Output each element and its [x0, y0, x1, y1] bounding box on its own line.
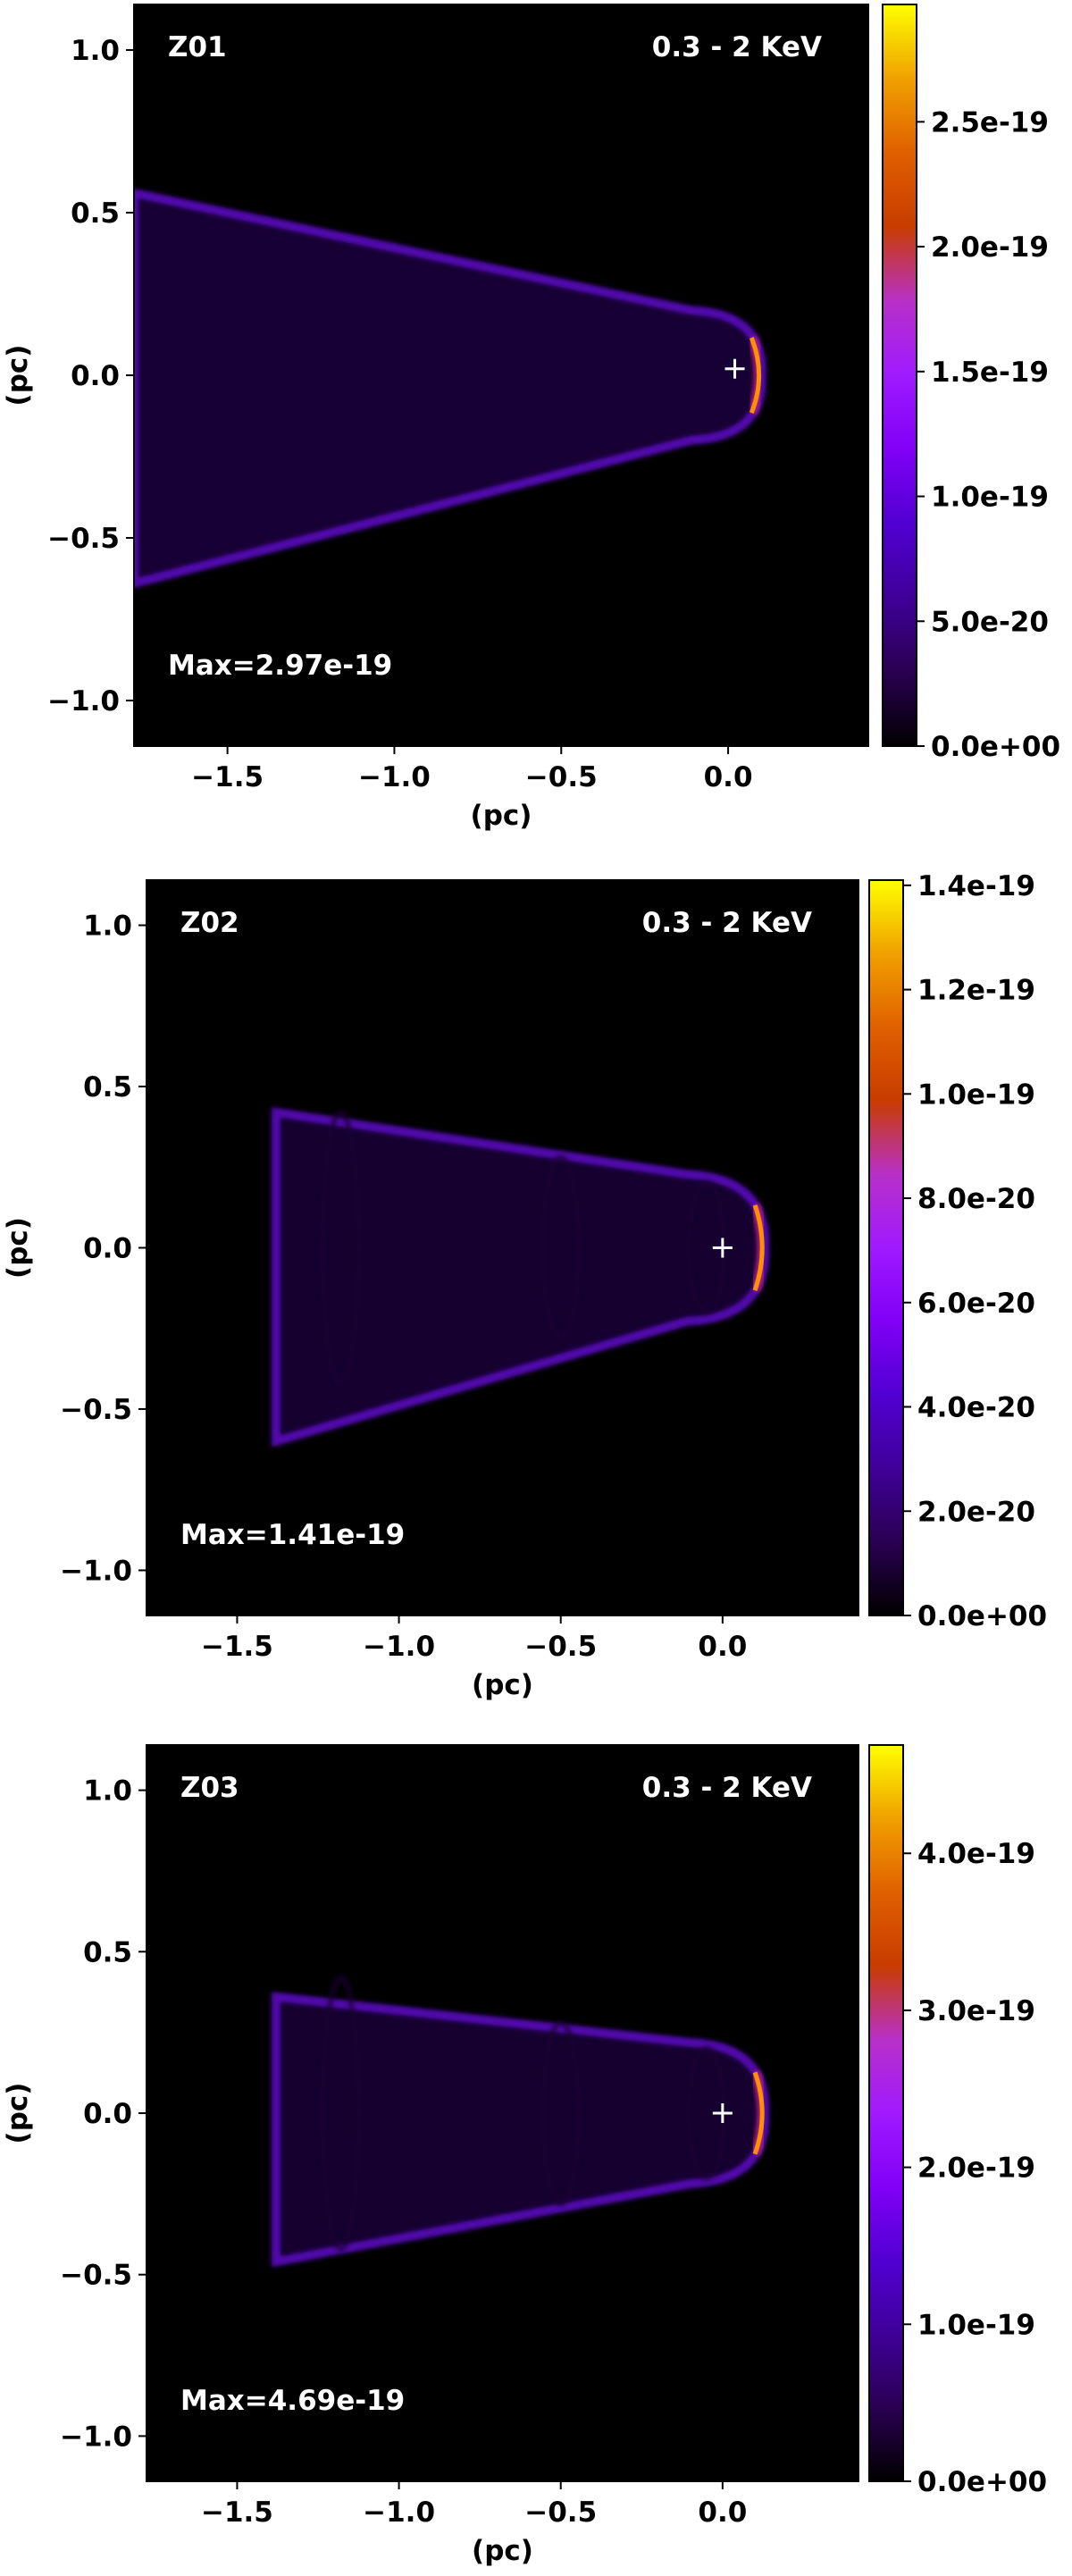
y-tick-label: −0.5	[47, 523, 120, 555]
diffuse-emission	[134, 193, 762, 583]
y-tick-label: −0.5	[60, 2260, 132, 2292]
colorbar-tick-label: 1.0e-19	[931, 482, 1049, 514]
apex-peak	[752, 2071, 765, 2155]
colorbar-tick-label: 0.0e+00	[917, 2466, 1047, 2498]
x-tick-label: −0.5	[524, 1631, 597, 1663]
x-tick-label: 0.0	[698, 2496, 747, 2529]
ring-feature	[540, 1154, 582, 1341]
colorbar: 0.0e+00 2.0e-20 4.0e-20 6.0e-20 8.0e-20 1.0e-…	[868, 870, 1047, 1632]
y-tick-label: 1.0	[83, 910, 132, 943]
x-tick-label: −1.5	[191, 761, 264, 793]
colorbar: 0.0e+00 5.0e-20 1.0e-19 1.5e-19 2.0e-19 2.5e-…	[882, 4, 1060, 763]
colorbar-tick-label: 4.0e-19	[917, 1838, 1035, 1870]
y-tick-label: −1.0	[47, 685, 120, 717]
x-tick-label: −1.0	[363, 2496, 435, 2529]
y-tick-label: 1.0	[71, 35, 120, 67]
panel-z01: Z01 0.3 - 2 KeV Max=2.97e-19 −1.5 −1.0 −0.5 0.…	[2, 4, 1060, 832]
max-label: Max=4.69e-19	[180, 2385, 405, 2417]
emission-structure	[134, 189, 766, 589]
x-axis-label: (pc)	[472, 1669, 533, 1701]
x-tick-label: −1.0	[358, 761, 431, 793]
colorbar-tick-label: 1.5e-19	[931, 357, 1049, 389]
star-marker	[724, 358, 745, 379]
diffuse-emission	[275, 1112, 766, 1442]
ring-feature	[320, 1975, 362, 2252]
colorbar-tick-label: 6.0e-20	[917, 1288, 1035, 1320]
colorbar-tick-label: 4.0e-20	[917, 1392, 1035, 1424]
x-axis-label: (pc)	[472, 2535, 533, 2567]
colorbar-tick-label: 2.0e-19	[917, 2152, 1035, 2185]
star-marker	[712, 2103, 733, 2123]
y-tick-label: 0.0	[83, 2098, 132, 2130]
colorbar-tick-label: 1.2e-19	[917, 975, 1035, 1007]
colorbar: 0.0e+00 1.0e-19 2.0e-19 3.0e-19 4.0e-19	[868, 1744, 1047, 2498]
colorbar-tick-label: 3.0e-19	[917, 1995, 1035, 2027]
ring-feature	[320, 1109, 362, 1387]
max-label: Max=2.97e-19	[168, 650, 392, 682]
band-label: 0.3 - 2 KeV	[652, 31, 822, 63]
emission-structure	[271, 1975, 769, 2268]
apex-peak	[749, 337, 762, 414]
x-tick-label: 0.0	[698, 1631, 747, 1663]
panel-z03: Z03 0.3 - 2 KeV Max=4.69e-19 −1.5 −1.0 −0.5 0.…	[2, 1744, 1047, 2567]
diffuse-emission	[275, 1996, 766, 2262]
max-label: Max=1.41e-19	[180, 1519, 405, 1551]
apex-peak	[752, 1204, 765, 1291]
y-tick-label: 0.5	[83, 1936, 132, 1968]
y-tick-label: −1.0	[60, 1555, 132, 1587]
panel-label: Z01	[168, 31, 227, 63]
y-axis-label: (pc)	[2, 2083, 34, 2144]
x-tick-label: −1.5	[201, 1631, 273, 1663]
y-axis-label: (pc)	[2, 345, 34, 407]
band-label: 0.3 - 2 KeV	[642, 1772, 812, 1804]
colorbar-tick-label: 0.0e+00	[917, 1600, 1047, 1632]
band-label: 0.3 - 2 KeV	[642, 907, 812, 939]
x-axis-label: (pc)	[471, 800, 532, 832]
x-tick-label: −0.5	[525, 761, 598, 793]
colorbar-gradient	[868, 1744, 904, 2482]
colorbar-tick-label: 8.0e-20	[917, 1183, 1035, 1215]
x-tick-label: −1.5	[201, 2496, 273, 2529]
y-axis-label: (pc)	[2, 1217, 34, 1279]
y-tick-label: 1.0	[83, 1775, 132, 1808]
colorbar-tick-label: 2.0e-20	[917, 1496, 1035, 1528]
y-tick-label: 0.0	[83, 1233, 132, 1265]
y-tick-label: 0.5	[71, 197, 120, 230]
panel-label: Z02	[180, 907, 239, 939]
x-tick-label: −0.5	[524, 2496, 597, 2529]
y-tick-label: 0.5	[83, 1071, 132, 1103]
panel-label: Z03	[180, 1772, 239, 1804]
x-tick-label: −1.0	[363, 1631, 435, 1663]
y-tick-label: 0.0	[71, 360, 120, 392]
colorbar-tick-label: 2.0e-19	[931, 231, 1049, 264]
colorbar-tick-label: 0.0e+00	[931, 731, 1060, 763]
y-tick-label: −1.0	[60, 2421, 132, 2453]
colorbar-tick-label: 1.4e-19	[917, 870, 1035, 902]
star-marker	[712, 1238, 733, 1258]
colorbar-tick-label: 1.0e-19	[917, 1078, 1035, 1111]
colorbar-gradient	[882, 4, 917, 747]
emission-structure	[271, 1107, 769, 1447]
colorbar-tick-label: 5.0e-20	[931, 606, 1049, 638]
colorbar-gradient	[868, 879, 904, 1616]
y-tick-label: −0.5	[60, 1394, 132, 1426]
ring-feature	[540, 2019, 582, 2207]
colorbar-tick-label: 1.0e-19	[917, 2309, 1035, 2341]
colorbar-tick-label: 2.5e-19	[931, 106, 1049, 138]
panel-z02: Z02 0.3 - 2 KeV Max=1.41e-19 −1.5 −1.0 −0.5 0.…	[2, 870, 1047, 1701]
x-tick-label: 0.0	[704, 761, 753, 793]
